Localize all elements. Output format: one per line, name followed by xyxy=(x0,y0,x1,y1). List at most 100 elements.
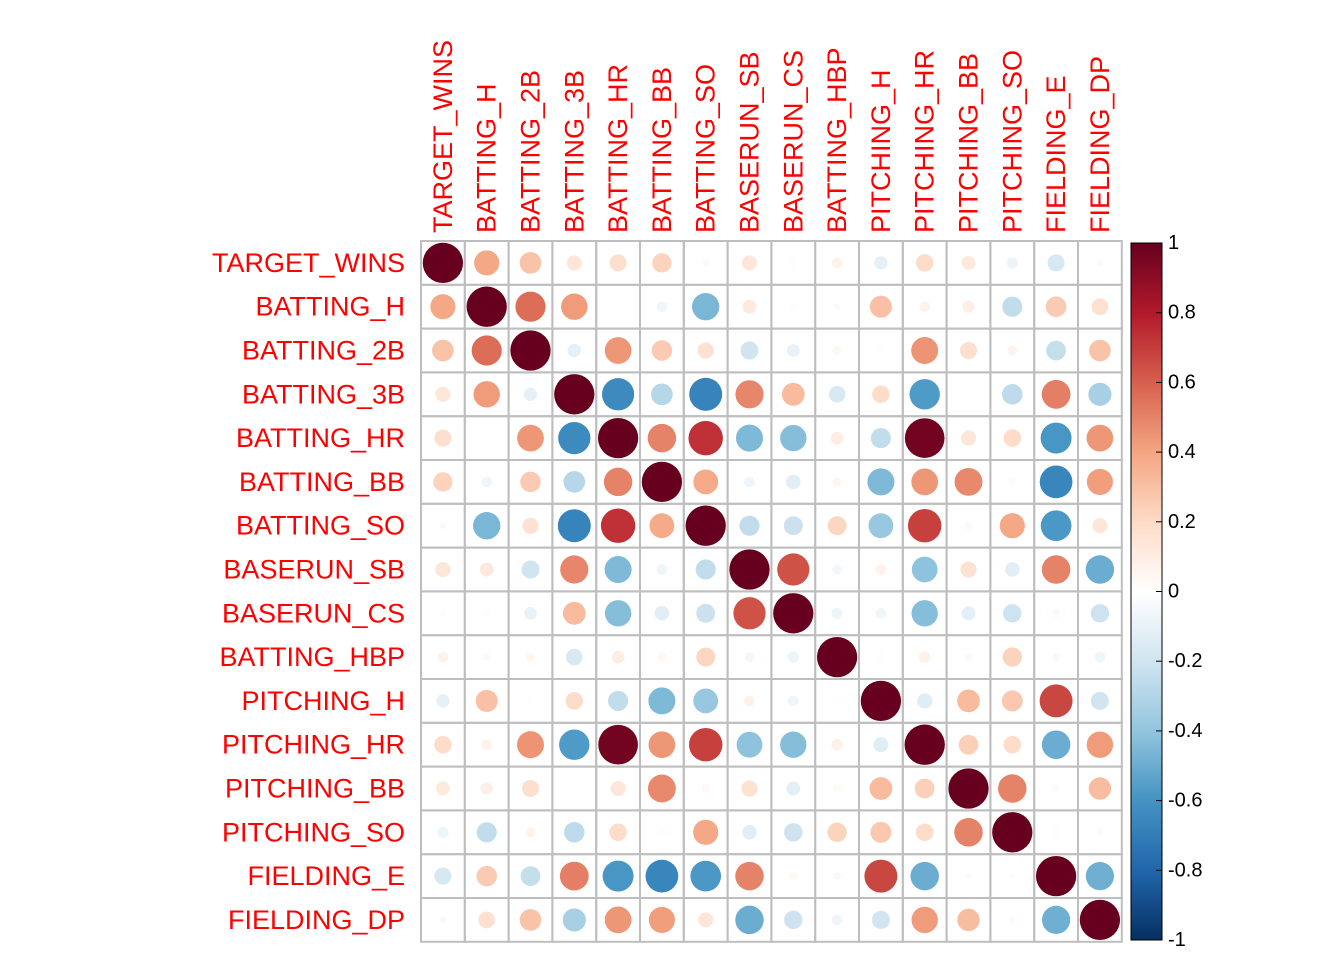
corr-circle-fielding_dp-baserun_sb xyxy=(735,905,764,935)
corr-circle-batting_hr-fielding_dp xyxy=(1086,424,1114,452)
corr-circle-batting_2b-fielding_dp xyxy=(1089,339,1111,362)
row-label: TARGET_WINS xyxy=(212,248,405,278)
corr-circle-batting_hr-batting_so xyxy=(688,420,723,456)
corr-circle-baserun_sb-batting_bb xyxy=(656,564,668,575)
corr-circle-fielding_e-batting_hr xyxy=(602,860,634,892)
grid-cell xyxy=(463,415,510,462)
corr-circle-batting_hbp-pitching_so xyxy=(1002,647,1022,667)
corr-circle-pitching_bb-target_wins xyxy=(435,781,450,796)
corr-circle-batting_hr-baserun_sb xyxy=(735,424,764,452)
corr-circle-target_wins-batting_hr xyxy=(609,254,627,272)
corr-circle-batting_2b-batting_3b xyxy=(567,343,581,358)
colorbar: 1 0.8 0.6 0.4 0.2 0 -0.2 -0.4 -0.6 -0.8 -1 xyxy=(1130,232,1202,951)
corr-circle-pitching_bb-baserun_sb xyxy=(741,780,758,797)
corr-circle-baserun_sb-batting_so xyxy=(695,559,716,580)
corr-circle-pitching_so-pitching_bb xyxy=(954,818,983,847)
corr-circle-batting_bb-baserun_sb xyxy=(744,476,755,488)
corr-circle-pitching_h-batting_h xyxy=(475,689,498,712)
corr-circle-pitching_bb-batting_bb xyxy=(647,774,676,803)
corr-circle-batting_hbp-fielding_e xyxy=(1052,653,1061,662)
corr-circle-batting_2b-pitching_hr xyxy=(911,336,939,365)
corr-circle-pitching_so-batting_hr xyxy=(609,823,627,842)
corr-circle-baserun_sb-pitching_h xyxy=(875,564,887,575)
corr-circle-pitching_hr-batting_hr xyxy=(598,724,638,765)
corr-circle-pitching_so-baserun_sb xyxy=(742,825,757,840)
corr-circle-batting_hbp-batting_3b xyxy=(565,648,583,666)
row-label: PITCHING_BB xyxy=(225,774,405,804)
column-label: BATTING_3B xyxy=(559,70,589,233)
corr-circle-fielding_dp-batting_hbp xyxy=(831,914,843,926)
corr-circle-batting_hr-pitching_h xyxy=(870,428,891,449)
row-label: FIELDING_DP xyxy=(228,905,405,935)
corr-circle-fielding_dp-batting_2b xyxy=(519,909,542,931)
corr-circle-batting_so-batting_h xyxy=(473,512,501,540)
corr-circle-target_wins-fielding_dp xyxy=(1096,259,1104,267)
corr-circle-fielding_e-batting_h xyxy=(476,865,497,887)
colorbar-tick-label: 1 xyxy=(1168,232,1179,254)
corr-circle-pitching_hr-pitching_so xyxy=(1003,735,1022,754)
corr-circle-pitching_so-baserun_cs xyxy=(784,823,803,842)
matrix-circles xyxy=(422,242,1121,941)
corr-circle-batting_bb-batting_hbp xyxy=(832,477,842,487)
corr-circle-batting_2b-batting_h xyxy=(471,335,502,366)
row-label: PITCHING_SO xyxy=(222,817,405,847)
corr-circle-fielding_dp-batting_bb xyxy=(648,906,675,933)
corr-circle-batting_3b-batting_hr xyxy=(601,378,635,411)
corr-circle-batting_so-baserun_sb xyxy=(739,515,760,536)
corr-circle-pitching_bb-pitching_hr xyxy=(914,778,935,799)
colorbar-tick-label: -0.4 xyxy=(1168,720,1202,742)
corr-circle-pitching_bb-batting_2b xyxy=(521,779,540,798)
corr-circle-batting_h-batting_2b xyxy=(515,291,546,322)
corr-circle-pitching_bb-pitching_so xyxy=(998,774,1027,803)
corr-circle-batting_so-batting_bb xyxy=(649,513,675,539)
corr-circle-batting_2b-batting_2b xyxy=(510,330,551,371)
colorbar-tick-label: 0.6 xyxy=(1168,371,1196,393)
colorbar-tick-label: -1 xyxy=(1168,929,1186,951)
column-label: BATTING_HR xyxy=(603,64,633,233)
corr-circle-batting_h-baserun_cs xyxy=(790,303,797,310)
corr-circle-batting_hbp-fielding_dp xyxy=(1094,651,1106,663)
corr-circle-batting_3b-baserun_sb xyxy=(735,380,764,409)
corr-circle-batting_h-batting_bb xyxy=(656,301,668,313)
corr-circle-batting_bb-pitching_h xyxy=(867,468,895,496)
corr-circle-baserun_cs-pitching_hr xyxy=(911,600,938,627)
corr-circle-baserun_cs-pitching_h xyxy=(875,607,887,619)
corr-circle-batting_so-baserun_cs xyxy=(783,516,803,536)
corr-circle-batting_hr-batting_hbp xyxy=(830,431,844,445)
corr-circle-pitching_so-pitching_hr xyxy=(915,823,934,842)
corr-circle-batting_hr-target_wins xyxy=(434,429,452,447)
corr-circle-batting_so-batting_hr xyxy=(600,508,636,543)
corr-circle-pitching_h-batting_2b xyxy=(527,698,534,704)
column-labels: TARGET_WINS BATTING_H BATTING_2B BATTING_3B… xyxy=(428,40,1115,233)
corr-circle-batting_bb-batting_3b xyxy=(563,471,586,493)
column-label: FIELDING_DP xyxy=(1085,56,1115,233)
corr-circle-pitching_h-pitching_hr xyxy=(917,693,933,709)
corr-circle-batting_hbp-batting_so xyxy=(696,647,716,667)
corr-circle-batting_h-batting_h xyxy=(466,286,507,327)
corr-circle-baserun_sb-target_wins xyxy=(435,561,451,578)
corr-circle-fielding_e-target_wins xyxy=(434,867,452,885)
corr-circle-batting_so-batting_hbp xyxy=(827,516,847,536)
corr-circle-batting_h-pitching_bb xyxy=(962,300,975,313)
corr-circle-pitching_so-batting_bb xyxy=(658,828,666,836)
corr-circle-batting_bb-batting_h xyxy=(481,476,493,488)
corr-circle-baserun_sb-batting_hbp xyxy=(832,564,843,575)
corr-circle-batting_so-fielding_e xyxy=(1040,510,1072,542)
corr-circle-batting_2b-batting_hr xyxy=(604,337,632,364)
corr-circle-fielding_dp-pitching_hr xyxy=(911,906,938,934)
corr-circle-batting_bb-pitching_hr xyxy=(911,468,939,496)
matrix-grid xyxy=(420,240,1123,943)
column-label: PITCHING_HR xyxy=(910,50,940,233)
corr-circle-batting_so-batting_so xyxy=(685,505,726,546)
corr-circle-pitching_hr-fielding_e xyxy=(1041,730,1071,759)
corr-circle-pitching_so-batting_so xyxy=(693,819,719,845)
corr-circle-target_wins-pitching_h xyxy=(874,256,888,270)
corr-circle-pitching_so-batting_3b xyxy=(564,822,585,843)
corr-circle-batting_bb-baserun_cs xyxy=(786,474,801,490)
corr-circle-pitching_so-fielding_dp xyxy=(1096,828,1104,836)
corr-circle-pitching_hr-pitching_h xyxy=(873,737,889,753)
corr-circle-pitching_bb-batting_hr xyxy=(610,780,626,797)
corr-circle-pitching_hr-batting_h xyxy=(481,739,493,751)
corr-circle-fielding_dp-fielding_e xyxy=(1041,905,1071,935)
corr-circle-batting_hbp-batting_hr xyxy=(611,650,625,664)
